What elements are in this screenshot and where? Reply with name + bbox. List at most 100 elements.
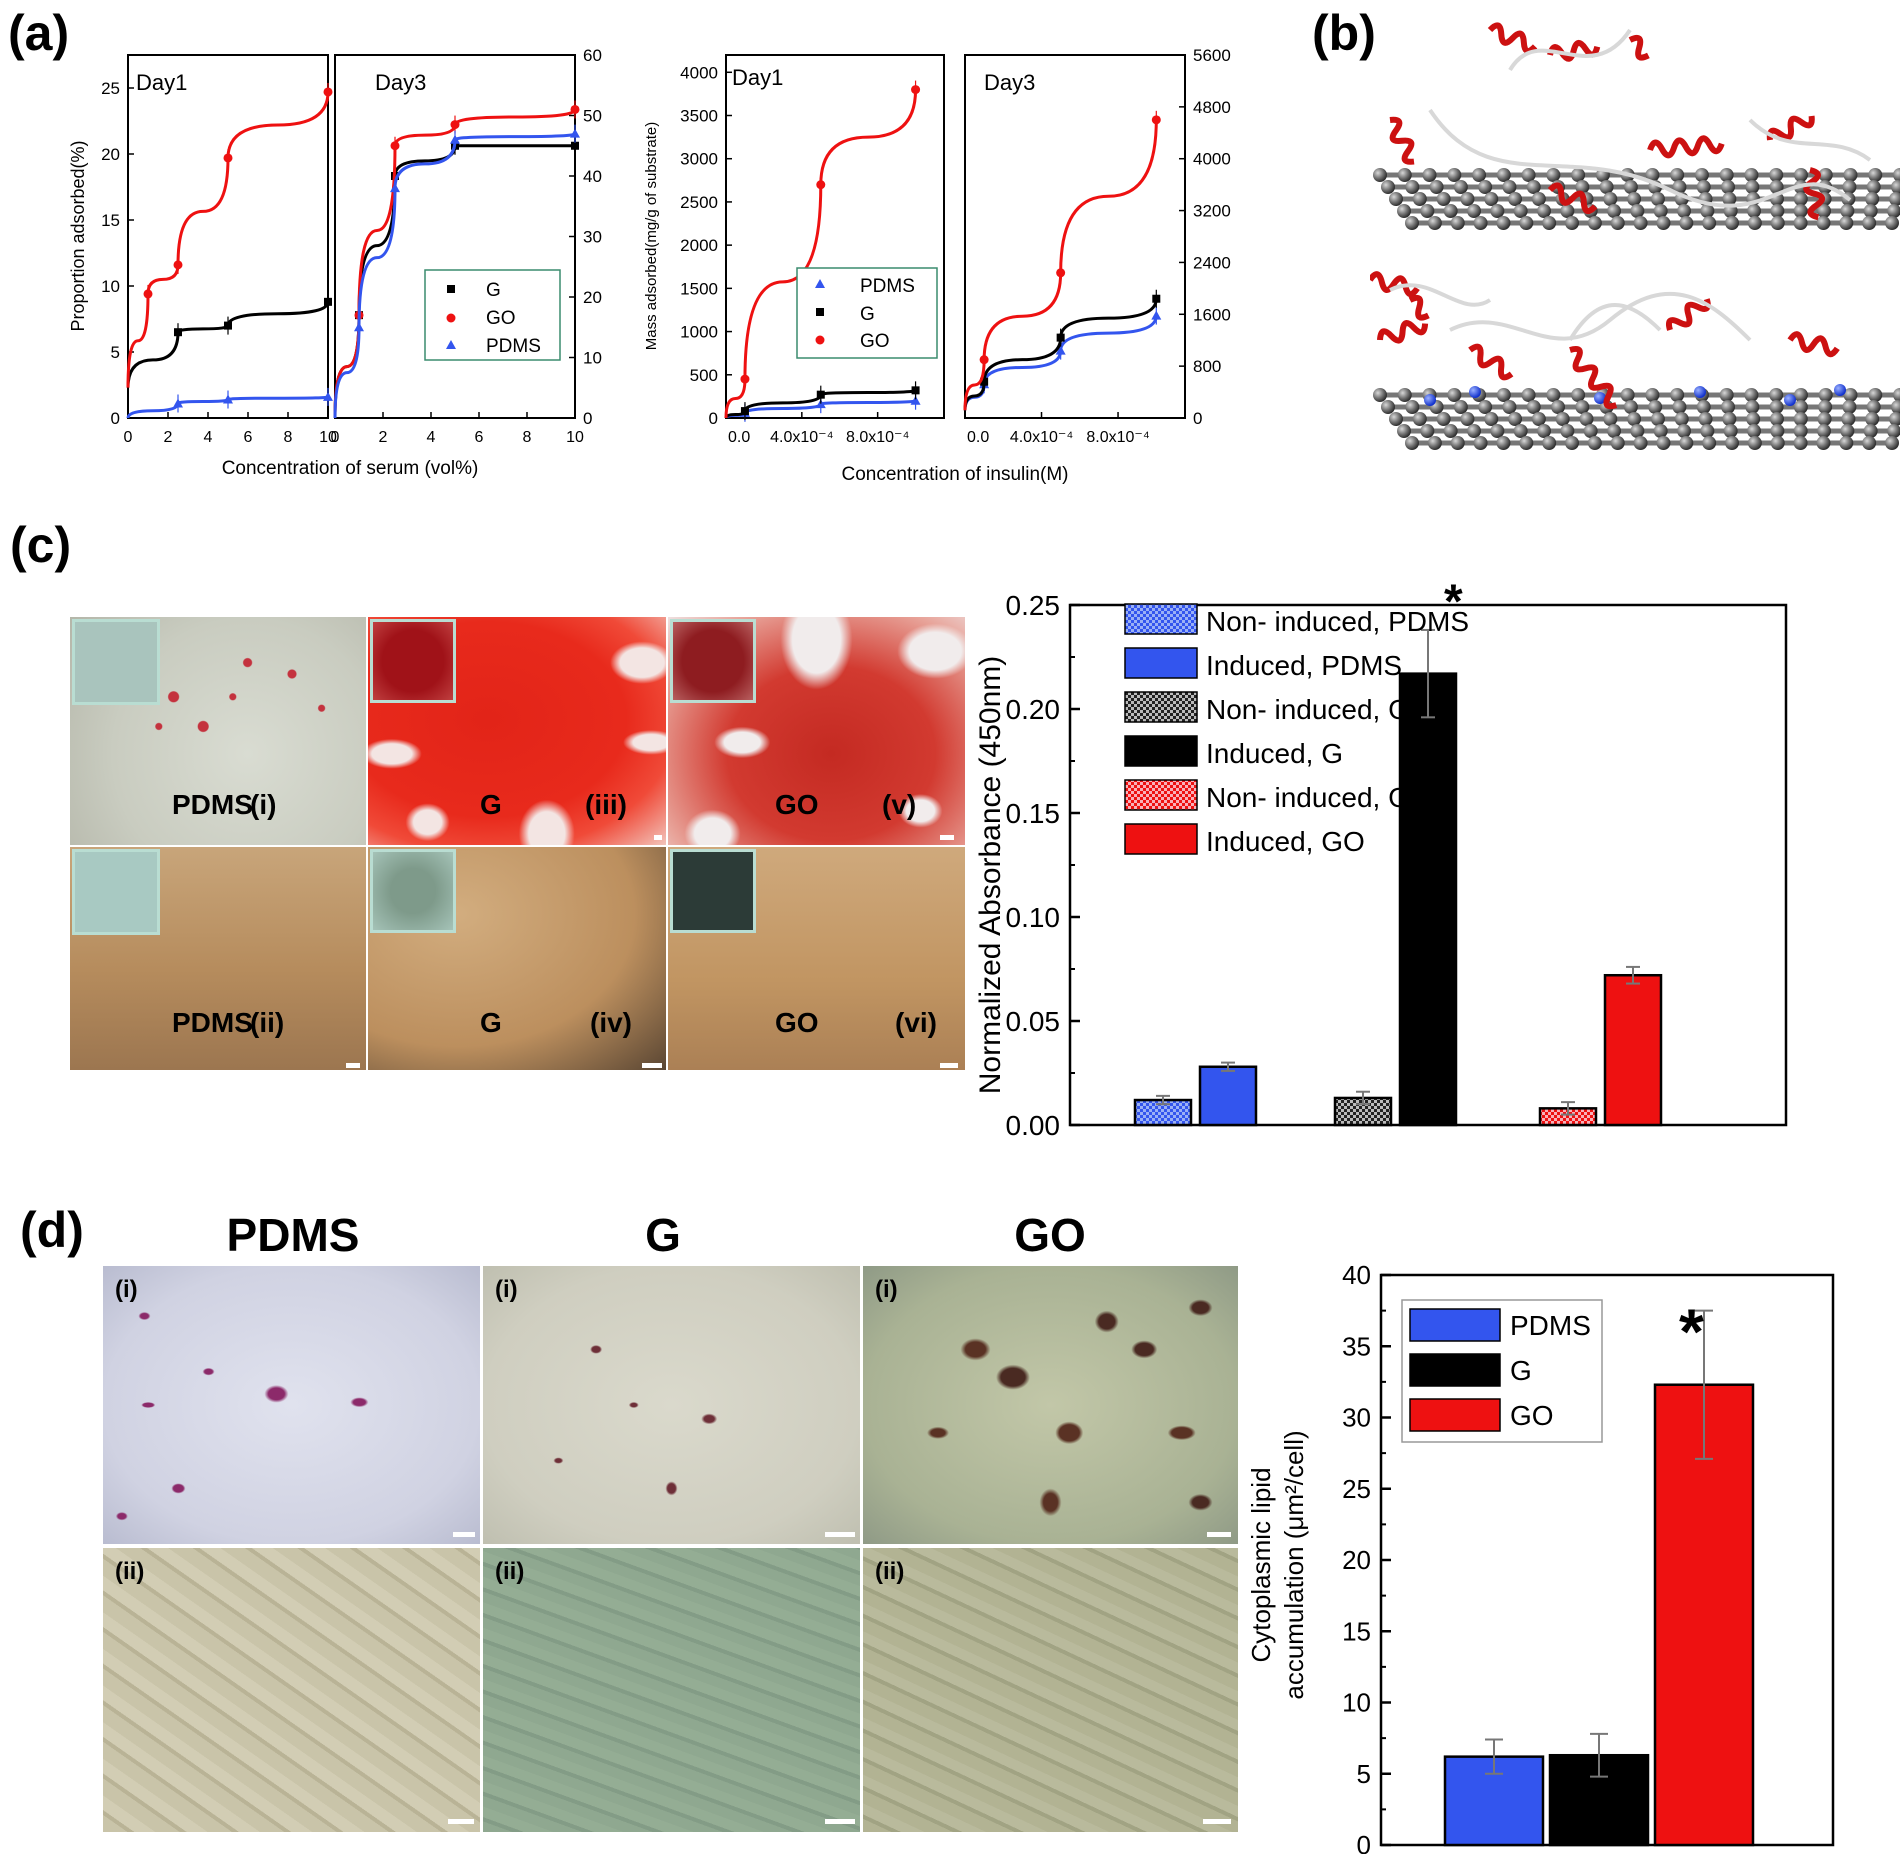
carbon-atom bbox=[1839, 436, 1854, 450]
carbon-atom bbox=[1436, 192, 1451, 206]
carbon-atom bbox=[1818, 168, 1833, 182]
carbon-atom bbox=[1587, 436, 1602, 450]
carbon-atom bbox=[1381, 180, 1395, 194]
carbon-atom bbox=[1656, 436, 1671, 450]
panel-c-bar-chart: Normalized Absorbance (450nm) 0.000.050.… bbox=[974, 575, 1788, 1141]
carbon-atom bbox=[1447, 388, 1462, 402]
carbon-atom bbox=[1583, 424, 1598, 438]
insulin-legend-go: GO bbox=[860, 331, 890, 352]
data-point bbox=[570, 128, 580, 138]
y-tick-label: 0.20 bbox=[1006, 694, 1061, 725]
carbon-atom bbox=[1607, 204, 1621, 218]
carbon-atom bbox=[1460, 192, 1475, 206]
carbon-atom bbox=[1427, 436, 1442, 450]
carbon-atom bbox=[1843, 388, 1858, 402]
carbon-atom bbox=[1679, 436, 1694, 450]
carbon-atom bbox=[1702, 436, 1717, 450]
protein-graphene-render bbox=[1370, 22, 1900, 450]
carbon-atom bbox=[1521, 388, 1536, 402]
carbon-atom bbox=[1645, 388, 1660, 402]
carbon-atom bbox=[1502, 180, 1517, 194]
carbon-atom bbox=[1478, 400, 1493, 414]
carbon-atom bbox=[1747, 204, 1761, 218]
carbon-atom bbox=[1747, 436, 1762, 450]
data-point bbox=[324, 297, 332, 306]
protein-ribbons bbox=[1370, 22, 1872, 410]
series-line-go bbox=[724, 89, 918, 419]
panel-c-micrographs: PDMS (i) G (iii) GO (v) PDMS (ii) G (iv)… bbox=[70, 617, 965, 1070]
serum-day3-title: Day3 bbox=[375, 70, 426, 95]
carbon-atom bbox=[1453, 400, 1468, 414]
carbon-atom bbox=[1565, 216, 1579, 230]
data-point bbox=[323, 87, 333, 97]
carbon-atom bbox=[1793, 216, 1808, 230]
bar bbox=[1198, 1065, 1258, 1127]
micro-label-num-vi: (vi) bbox=[895, 1007, 937, 1038]
protein-coil bbox=[1748, 118, 1872, 162]
serum-legend-g: G bbox=[486, 280, 501, 301]
series-line-go bbox=[333, 108, 577, 419]
carbon-atom bbox=[1744, 168, 1759, 182]
y-tick-label: 0.10 bbox=[1006, 902, 1061, 933]
carbon-atom bbox=[1700, 424, 1715, 438]
carbon-atom bbox=[1484, 192, 1499, 206]
data-point bbox=[174, 328, 182, 337]
micro-label-num-i: (i) bbox=[250, 789, 277, 820]
data-point bbox=[1151, 310, 1162, 320]
carbon-atom bbox=[1841, 412, 1856, 426]
carbon-atom bbox=[1521, 168, 1536, 182]
carbon-atom bbox=[1397, 168, 1412, 182]
carbon-atom bbox=[1420, 424, 1435, 438]
micro-label-go-v: GO bbox=[775, 789, 819, 820]
y-tick-label: 0 bbox=[1357, 1830, 1371, 1854]
carbon-atom bbox=[1630, 204, 1645, 218]
y-tick-label: 4000 bbox=[1193, 150, 1231, 169]
panel-d-title-pdms: PDMS bbox=[226, 1209, 360, 1261]
carbon-atom bbox=[1467, 204, 1481, 218]
carbon-atom bbox=[1513, 424, 1528, 438]
insulin-day1-frame bbox=[725, 54, 945, 419]
series-line-go bbox=[963, 119, 1158, 411]
carbon-atom bbox=[1397, 388, 1412, 402]
y-tick-label: 25 bbox=[1342, 1474, 1371, 1504]
micrograph-go-noninduced bbox=[668, 847, 965, 1070]
nitrogen-atom bbox=[1469, 386, 1481, 398]
data-point bbox=[911, 386, 920, 395]
carbon-atom bbox=[1744, 388, 1759, 402]
carbon-atom bbox=[1885, 436, 1899, 450]
carbon-atom bbox=[1607, 424, 1621, 438]
series-line-g bbox=[963, 298, 1158, 411]
series-line-g bbox=[724, 388, 918, 419]
carbon-atom bbox=[1447, 168, 1462, 182]
y-tick-label: 15 bbox=[101, 211, 120, 230]
serum-legend-pdms: PDMS bbox=[486, 336, 541, 357]
carbon-atom bbox=[1679, 216, 1694, 230]
carbon-atom bbox=[1672, 400, 1687, 414]
carbon-atom bbox=[1603, 412, 1618, 426]
micro-label-num-iv: (iv) bbox=[590, 1007, 632, 1038]
significance-star: * bbox=[1444, 575, 1463, 628]
carbon-atom bbox=[1793, 424, 1808, 438]
serum-xlabel: Concentration of serum (vol%) bbox=[222, 458, 479, 479]
data-point bbox=[1055, 345, 1066, 355]
serum-legend: G GO PDMS bbox=[424, 269, 561, 361]
carbon-atom bbox=[1721, 400, 1735, 414]
scale-bar bbox=[654, 835, 662, 840]
x-tick-label: 4.0x10⁻⁴ bbox=[1010, 429, 1073, 446]
carbon-atom bbox=[1473, 216, 1488, 230]
y-tick-label: 5600 bbox=[1193, 46, 1231, 65]
nitrogen-atom bbox=[1834, 384, 1846, 396]
carbon-atom bbox=[1603, 192, 1618, 206]
carbon-atom bbox=[1891, 180, 1900, 194]
carbon-atom bbox=[1656, 216, 1671, 230]
protein-helix bbox=[1389, 116, 1415, 165]
carbon-atom bbox=[1816, 216, 1831, 230]
x-tick-label: 8.0x10⁻⁴ bbox=[1086, 429, 1149, 446]
carbon-atom bbox=[1467, 424, 1481, 438]
protein-helix bbox=[1487, 22, 1538, 55]
carbon-atom bbox=[1571, 168, 1586, 182]
y-tick-label: 2500 bbox=[680, 193, 718, 212]
scale-bar bbox=[346, 1063, 360, 1068]
carbon-atom bbox=[1412, 412, 1427, 426]
carbon-atom bbox=[1389, 412, 1403, 426]
